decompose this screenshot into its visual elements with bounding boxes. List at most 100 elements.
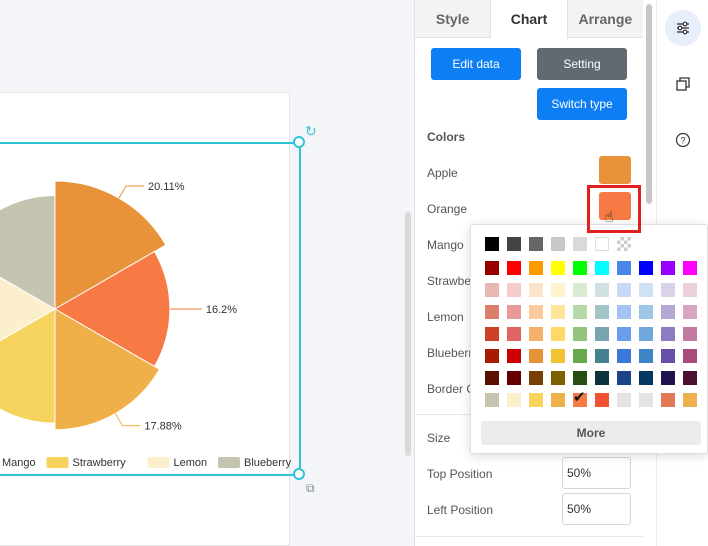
palette-swatch[interactable] (551, 393, 565, 407)
tab-chart[interactable]: Chart (490, 0, 568, 39)
palette-swatch[interactable] (661, 283, 675, 297)
palette-swatch[interactable] (507, 393, 521, 407)
palette-swatch[interactable] (529, 393, 543, 407)
palette-swatch[interactable] (683, 283, 697, 297)
palette-swatch[interactable] (551, 283, 565, 297)
legend-swatch[interactable] (46, 457, 69, 468)
pie-slice-lemon[interactable] (0, 256, 56, 363)
palette-swatch[interactable] (485, 393, 499, 407)
palette-swatch[interactable] (661, 393, 675, 407)
copy-icon[interactable] (665, 66, 701, 102)
legend-swatch[interactable] (147, 457, 170, 468)
palette-swatch[interactable] (529, 283, 543, 297)
switch-type-button[interactable]: Switch type (537, 88, 627, 120)
palette-swatch[interactable] (639, 327, 653, 341)
palette-swatch[interactable] (529, 349, 543, 363)
resize-handle-top-right[interactable] (293, 136, 305, 148)
palette-swatch[interactable] (573, 305, 587, 319)
palette-swatch[interactable] (595, 371, 609, 385)
palette-swatch[interactable] (617, 371, 631, 385)
palette-swatch[interactable] (485, 305, 499, 319)
resize-handle-bottom-right[interactable] (293, 468, 305, 480)
palette-swatch[interactable] (661, 327, 675, 341)
palette-swatch[interactable] (617, 283, 631, 297)
top-position-input[interactable]: 50% (562, 457, 631, 489)
palette-swatch-selected[interactable]: ✔ (573, 390, 587, 407)
palette-swatch[interactable] (639, 349, 653, 363)
palette-swatch[interactable] (595, 261, 609, 275)
palette-swatch[interactable] (529, 237, 543, 251)
palette-swatch[interactable] (573, 237, 587, 251)
sliders-icon[interactable] (665, 10, 701, 46)
palette-swatch[interactable] (683, 393, 697, 407)
palette-swatch[interactable] (683, 327, 697, 341)
panel-scrollbar-thumb[interactable] (646, 4, 652, 204)
palette-swatch[interactable] (551, 305, 565, 319)
canvas-area[interactable]: 20.11% 16.2% 17.88% Mango Strawberry Lemon Blu… (0, 0, 414, 546)
palette-swatch[interactable] (617, 261, 631, 275)
edit-data-button[interactable]: Edit data (431, 48, 521, 80)
palette-swatch[interactable] (529, 261, 543, 275)
palette-swatch[interactable] (485, 283, 499, 297)
palette-swatch[interactable] (507, 371, 521, 385)
palette-swatch[interactable] (683, 261, 697, 275)
palette-swatch-transparent[interactable] (617, 237, 631, 251)
transform-icon[interactable]: ⧉ (306, 481, 315, 495)
palette-swatch[interactable] (639, 283, 653, 297)
palette-swatch[interactable] (595, 327, 609, 341)
legend-label[interactable]: Strawberry (73, 457, 127, 469)
palette-swatch[interactable] (529, 371, 543, 385)
palette-swatch[interactable] (485, 237, 499, 251)
palette-swatch[interactable] (661, 371, 675, 385)
palette-swatch[interactable] (573, 261, 587, 275)
palette-swatch[interactable] (617, 349, 631, 363)
palette-swatch[interactable] (551, 349, 565, 363)
palette-swatch[interactable] (595, 237, 609, 251)
rotate-icon[interactable]: ↻ (305, 123, 317, 139)
palette-swatch[interactable] (507, 305, 521, 319)
left-position-input[interactable]: 50% (562, 493, 631, 525)
palette-swatch[interactable] (507, 327, 521, 341)
palette-swatch[interactable] (507, 261, 521, 275)
palette-swatch[interactable] (595, 349, 609, 363)
pie-slice-apple[interactable] (54, 180, 167, 310)
palette-swatch[interactable] (551, 261, 565, 275)
palette-swatch[interactable] (661, 305, 675, 319)
palette-swatch[interactable] (595, 283, 609, 297)
palette-swatch[interactable] (595, 305, 609, 319)
legend-label[interactable]: Lemon (174, 457, 208, 469)
palette-swatch[interactable] (661, 261, 675, 275)
palette-swatch[interactable] (485, 349, 499, 363)
rose-pie-chart[interactable]: 20.11% 16.2% 17.88% Mango Strawberry Lemon Blu… (0, 142, 300, 476)
legend-swatch[interactable] (218, 457, 240, 468)
palette-swatch[interactable] (507, 283, 521, 297)
more-colors-button[interactable]: More (481, 421, 701, 445)
palette-swatch[interactable] (573, 349, 587, 363)
palette-swatch[interactable] (617, 305, 631, 319)
palette-swatch[interactable] (683, 305, 697, 319)
palette-swatch[interactable] (617, 393, 631, 407)
palette-swatch[interactable] (485, 371, 499, 385)
palette-swatch[interactable] (639, 393, 653, 407)
palette-swatch[interactable] (595, 393, 609, 407)
palette-swatch[interactable] (573, 327, 587, 341)
tab-arrange[interactable]: Arrange (578, 11, 633, 27)
palette-swatch[interactable] (639, 261, 653, 275)
palette-swatch[interactable] (573, 371, 587, 385)
pie-slice-blueberry[interactable] (0, 195, 56, 310)
help-icon[interactable]: ? (665, 122, 701, 158)
legend-label[interactable]: Blueberry (244, 457, 292, 469)
palette-swatch[interactable] (507, 237, 521, 251)
palette-swatch[interactable] (529, 305, 543, 319)
setting-button[interactable]: Setting (537, 48, 627, 80)
palette-swatch[interactable] (683, 371, 697, 385)
tab-style[interactable]: Style (435, 11, 470, 27)
palette-swatch[interactable] (551, 237, 565, 251)
palette-swatch[interactable] (485, 261, 499, 275)
palette-swatch[interactable] (551, 371, 565, 385)
color-swatch-orange[interactable] (599, 192, 631, 220)
palette-swatch[interactable] (617, 327, 631, 341)
palette-swatch[interactable] (507, 349, 521, 363)
palette-swatch[interactable] (529, 327, 543, 341)
legend-label[interactable]: Mango (2, 457, 36, 469)
